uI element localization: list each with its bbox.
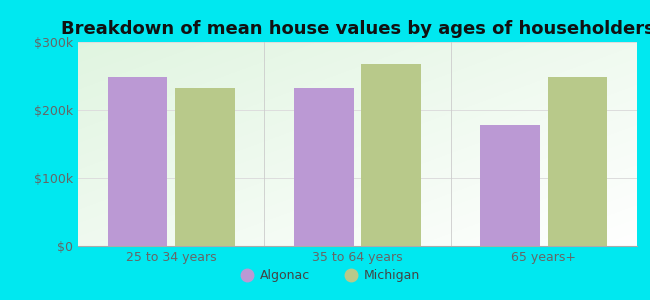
Text: Algonac: Algonac bbox=[260, 269, 310, 282]
Bar bbox=[108, 77, 168, 246]
Title: Breakdown of mean house values by ages of householders: Breakdown of mean house values by ages o… bbox=[60, 20, 650, 38]
Bar bbox=[175, 88, 235, 246]
Bar bbox=[547, 77, 607, 246]
Bar bbox=[361, 64, 421, 246]
Bar bbox=[480, 125, 540, 246]
Text: Michigan: Michigan bbox=[364, 269, 421, 282]
Bar bbox=[294, 88, 354, 246]
